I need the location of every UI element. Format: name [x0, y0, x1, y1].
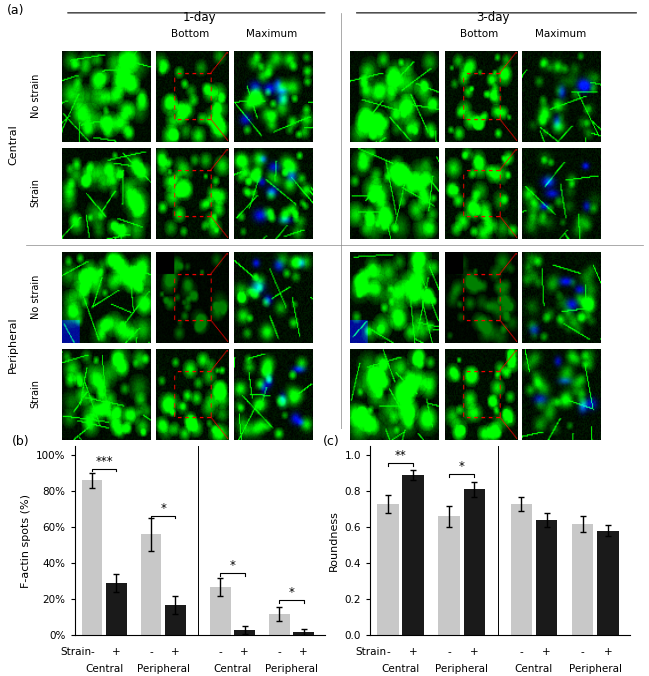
Text: -: - — [219, 647, 222, 657]
Text: *: * — [230, 559, 236, 573]
Bar — [210, 587, 231, 635]
Bar — [82, 481, 103, 635]
Bar — [269, 614, 290, 635]
Bar — [293, 632, 314, 635]
Text: +: + — [240, 647, 249, 657]
Text: Strain: Strain — [31, 178, 41, 208]
Text: No strain: No strain — [31, 274, 41, 318]
Text: -: - — [90, 647, 94, 657]
Text: Maximum: Maximum — [246, 28, 297, 39]
Text: +: + — [543, 647, 551, 657]
Text: **: ** — [395, 450, 406, 462]
Text: (a): (a) — [6, 4, 24, 18]
Bar — [234, 630, 255, 635]
Text: +: + — [112, 647, 121, 657]
Bar — [463, 489, 485, 635]
Text: +: + — [470, 647, 479, 657]
Text: Bottom: Bottom — [171, 28, 210, 39]
Bar — [402, 475, 424, 635]
Text: +: + — [604, 647, 612, 657]
Text: Peripheral: Peripheral — [265, 664, 318, 674]
Text: *: * — [160, 502, 166, 514]
Text: -: - — [278, 647, 281, 657]
Text: -: - — [386, 647, 390, 657]
Text: Strain: Strain — [356, 647, 387, 657]
Text: Central: Central — [382, 664, 420, 674]
Text: Strain: Strain — [61, 647, 92, 657]
Text: Peripheral: Peripheral — [8, 316, 18, 373]
Bar — [572, 524, 593, 635]
Text: Peripheral: Peripheral — [435, 664, 488, 674]
Text: -: - — [149, 647, 153, 657]
Text: *: * — [289, 586, 295, 600]
Bar — [511, 504, 532, 635]
Text: *: * — [459, 460, 465, 473]
Text: Strain: Strain — [31, 379, 41, 408]
Text: Central: Central — [214, 664, 252, 674]
Y-axis label: F-actin spots (%): F-actin spots (%) — [21, 493, 31, 588]
Text: -: - — [447, 647, 451, 657]
Text: Peripheral: Peripheral — [137, 664, 190, 674]
Bar — [141, 535, 162, 635]
Text: +: + — [171, 647, 180, 657]
Bar — [377, 504, 398, 635]
Text: -: - — [581, 647, 585, 657]
Text: Central: Central — [515, 664, 553, 674]
Text: +: + — [409, 647, 417, 657]
Bar — [165, 605, 186, 635]
Bar — [597, 531, 618, 635]
Text: ***: *** — [95, 455, 113, 468]
Text: Maximum: Maximum — [535, 28, 586, 39]
Text: 1-day: 1-day — [183, 11, 216, 24]
Text: (b): (b) — [12, 435, 30, 448]
Bar — [536, 520, 557, 635]
Text: Peripheral: Peripheral — [569, 664, 622, 674]
Text: +: + — [299, 647, 308, 657]
Text: No strain: No strain — [31, 74, 41, 118]
Text: 3-day: 3-day — [476, 11, 510, 24]
Bar — [106, 583, 127, 635]
Y-axis label: Roundness: Roundness — [329, 510, 339, 571]
Text: -: - — [519, 647, 523, 657]
Text: Central: Central — [85, 664, 123, 674]
Text: Bottom: Bottom — [460, 28, 498, 39]
Bar — [439, 516, 460, 635]
Text: Central: Central — [8, 124, 18, 165]
Text: (c): (c) — [323, 435, 340, 448]
